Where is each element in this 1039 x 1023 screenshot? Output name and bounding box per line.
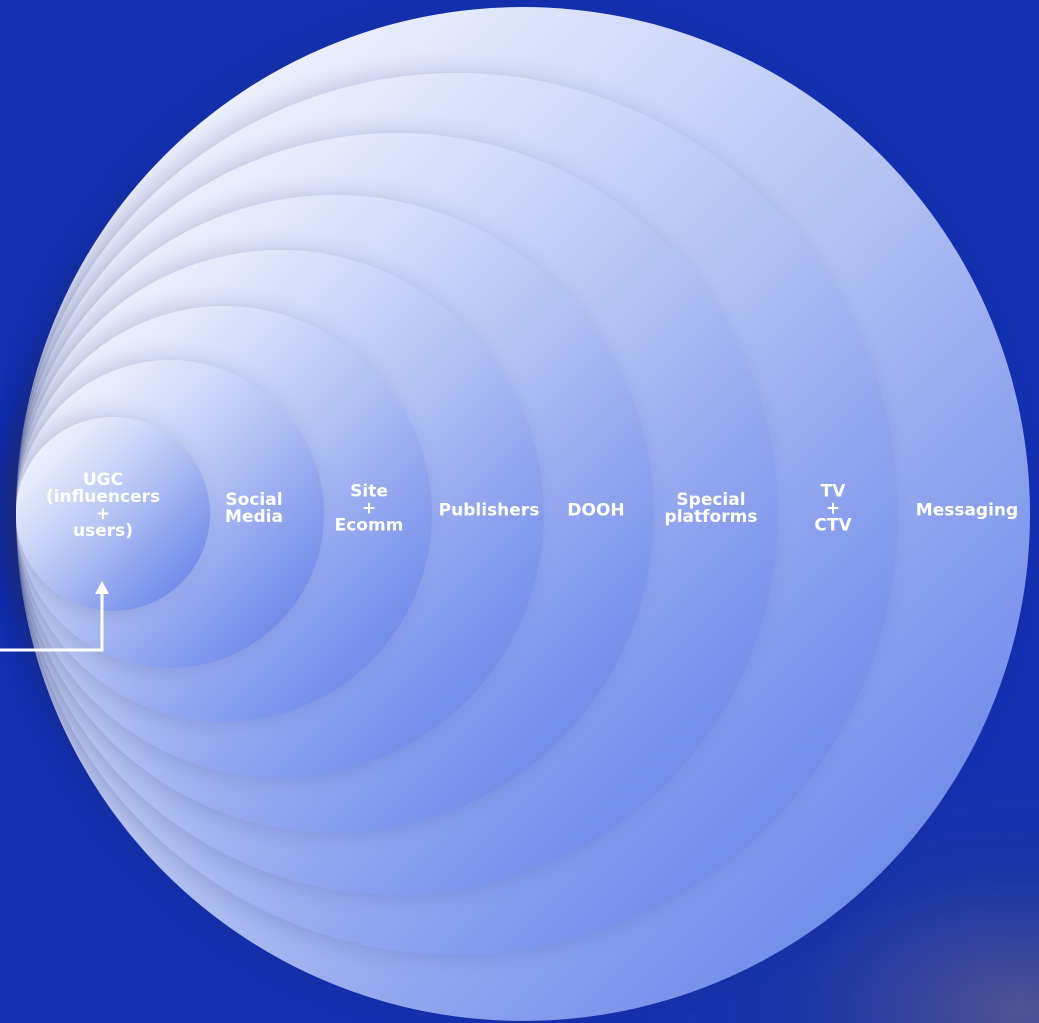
label-ugc: UGC (influencers + users) xyxy=(45,470,161,541)
ring-ugc xyxy=(16,417,210,611)
label-publishers: Publishers xyxy=(438,500,540,521)
label-dooh: DOOH xyxy=(567,500,625,521)
label-tv-ctv: TV + CTV xyxy=(814,481,852,536)
label-site-ecomm: Site + Ecomm xyxy=(334,481,404,536)
label-special-platforms: Special platforms xyxy=(664,490,758,527)
label-social-media: Social Media xyxy=(225,490,283,527)
label-messaging: Messaging xyxy=(915,500,1019,521)
